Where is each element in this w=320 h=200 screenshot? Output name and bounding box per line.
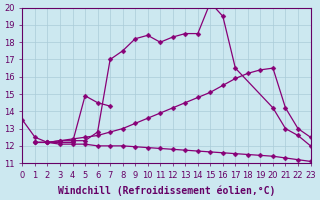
- X-axis label: Windchill (Refroidissement éolien,°C): Windchill (Refroidissement éolien,°C): [58, 185, 275, 196]
